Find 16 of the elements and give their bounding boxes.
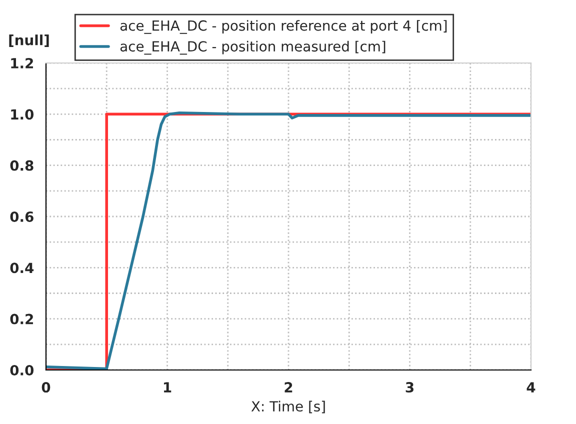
- x-tick-label: 1: [164, 382, 172, 392]
- x-tick-label: 0: [42, 382, 50, 393]
- legend-label: ace_EHA_DC - position reference at port 4 [cm]: [120, 20, 447, 34]
- x-tick-label: 4: [526, 382, 536, 392]
- y-tick-label: 0.2: [10, 314, 33, 324]
- legend-label: ace_EHA_DC - position measured [cm]: [120, 40, 386, 55]
- y-tick-label: 1.0: [11, 109, 34, 120]
- y-tick-label: 0.4: [10, 262, 34, 274]
- x-tick-label: 3: [406, 382, 414, 393]
- y-tick-label: 0.8: [10, 160, 34, 171]
- x-tick-label: 2: [284, 382, 292, 392]
- x-axis-title: X: Time [s]: [251, 400, 325, 414]
- y-tick-label: 0.0: [10, 364, 34, 376]
- y-tick-label: 0.6: [10, 211, 34, 222]
- y-tick-label: 1.2: [11, 58, 33, 68]
- y-axis-title: [null]: [9, 34, 49, 47]
